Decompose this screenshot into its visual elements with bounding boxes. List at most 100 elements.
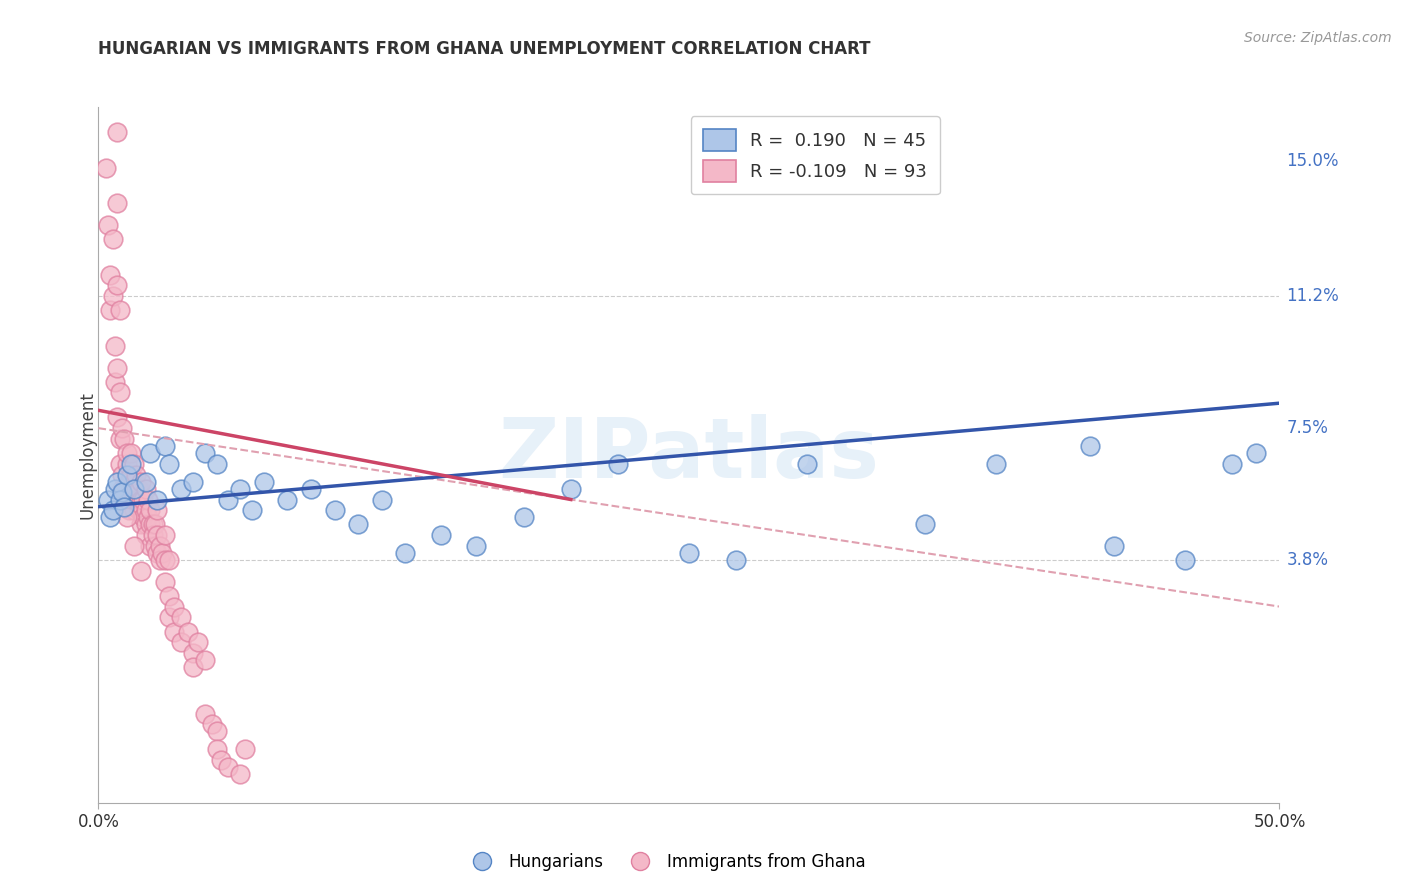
Point [125, 492, 148, 507]
Point [108, 457, 131, 471]
Point [240, 503, 263, 517]
Point [136, 492, 159, 507]
Point [135, 482, 157, 496]
Point [118, 475, 141, 489]
Point [607, 457, 630, 471]
Point [121, 467, 143, 482]
Point [101, 289, 124, 303]
Point [157, 589, 180, 603]
Point [98, 510, 121, 524]
Text: 11.2%: 11.2% [1286, 287, 1340, 305]
Point [98, 303, 121, 318]
Point [146, 492, 169, 507]
Point [205, 742, 228, 756]
Y-axis label: Unemployment: Unemployment [79, 391, 96, 519]
Point [323, 503, 346, 517]
Point [984, 457, 1007, 471]
Point [187, 635, 209, 649]
Point [142, 517, 165, 532]
Point [181, 475, 204, 489]
Point [170, 610, 193, 624]
Point [104, 375, 127, 389]
Point [217, 492, 239, 507]
Point [157, 553, 180, 567]
Point [115, 467, 138, 482]
Point [101, 503, 124, 517]
Point [112, 482, 135, 496]
Point [1174, 553, 1197, 567]
Point [122, 503, 145, 517]
Point [153, 528, 176, 542]
Point [132, 492, 155, 507]
Point [229, 767, 252, 781]
Point [105, 410, 128, 425]
Point [104, 339, 127, 353]
Point [101, 232, 124, 246]
Point [725, 553, 748, 567]
Point [121, 446, 143, 460]
Point [177, 624, 200, 639]
Point [129, 503, 152, 517]
Point [135, 528, 157, 542]
Point [136, 510, 159, 524]
Point [105, 360, 128, 375]
Point [1080, 439, 1102, 453]
Point [112, 492, 135, 507]
Point [128, 482, 150, 496]
Point [108, 432, 131, 446]
Point [205, 724, 228, 739]
Point [105, 475, 128, 489]
Text: 7.5%: 7.5% [1286, 419, 1329, 437]
Point [1220, 457, 1243, 471]
Point [205, 457, 228, 471]
Point [128, 503, 150, 517]
Point [122, 539, 145, 553]
Point [115, 446, 138, 460]
Point [125, 482, 148, 496]
Point [135, 503, 157, 517]
Point [1244, 446, 1267, 460]
Point [139, 503, 162, 517]
Point [560, 482, 582, 496]
Point [149, 539, 172, 553]
Text: 15.0%: 15.0% [1286, 152, 1339, 169]
Point [128, 492, 150, 507]
Point [465, 539, 488, 553]
Point [105, 125, 128, 139]
Point [122, 457, 145, 471]
Point [105, 196, 128, 211]
Point [118, 492, 141, 507]
Point [229, 482, 252, 496]
Point [129, 492, 152, 507]
Point [149, 553, 172, 567]
Point [115, 457, 138, 471]
Point [233, 742, 256, 756]
Point [132, 510, 155, 524]
Point [122, 475, 145, 489]
Point [129, 475, 152, 489]
Point [150, 546, 173, 560]
Text: HUNGARIAN VS IMMIGRANTS FROM GHANA UNEMPLOYMENT CORRELATION CHART: HUNGARIAN VS IMMIGRANTS FROM GHANA UNEMP… [98, 40, 870, 58]
Point [98, 268, 121, 282]
Point [122, 482, 145, 496]
Point [299, 482, 322, 496]
Point [111, 482, 134, 496]
Point [146, 546, 169, 560]
Point [97, 492, 120, 507]
Point [108, 492, 131, 507]
Point [146, 503, 169, 517]
Point [142, 528, 165, 542]
Point [796, 457, 818, 471]
Point [135, 475, 157, 489]
Point [170, 482, 193, 496]
Point [139, 446, 162, 460]
Point [129, 564, 152, 578]
Point [135, 517, 157, 532]
Point [217, 760, 239, 774]
Point [1102, 539, 1125, 553]
Point [153, 553, 176, 567]
Point [111, 485, 134, 500]
Point [153, 439, 176, 453]
Point [914, 517, 936, 532]
Point [181, 660, 204, 674]
